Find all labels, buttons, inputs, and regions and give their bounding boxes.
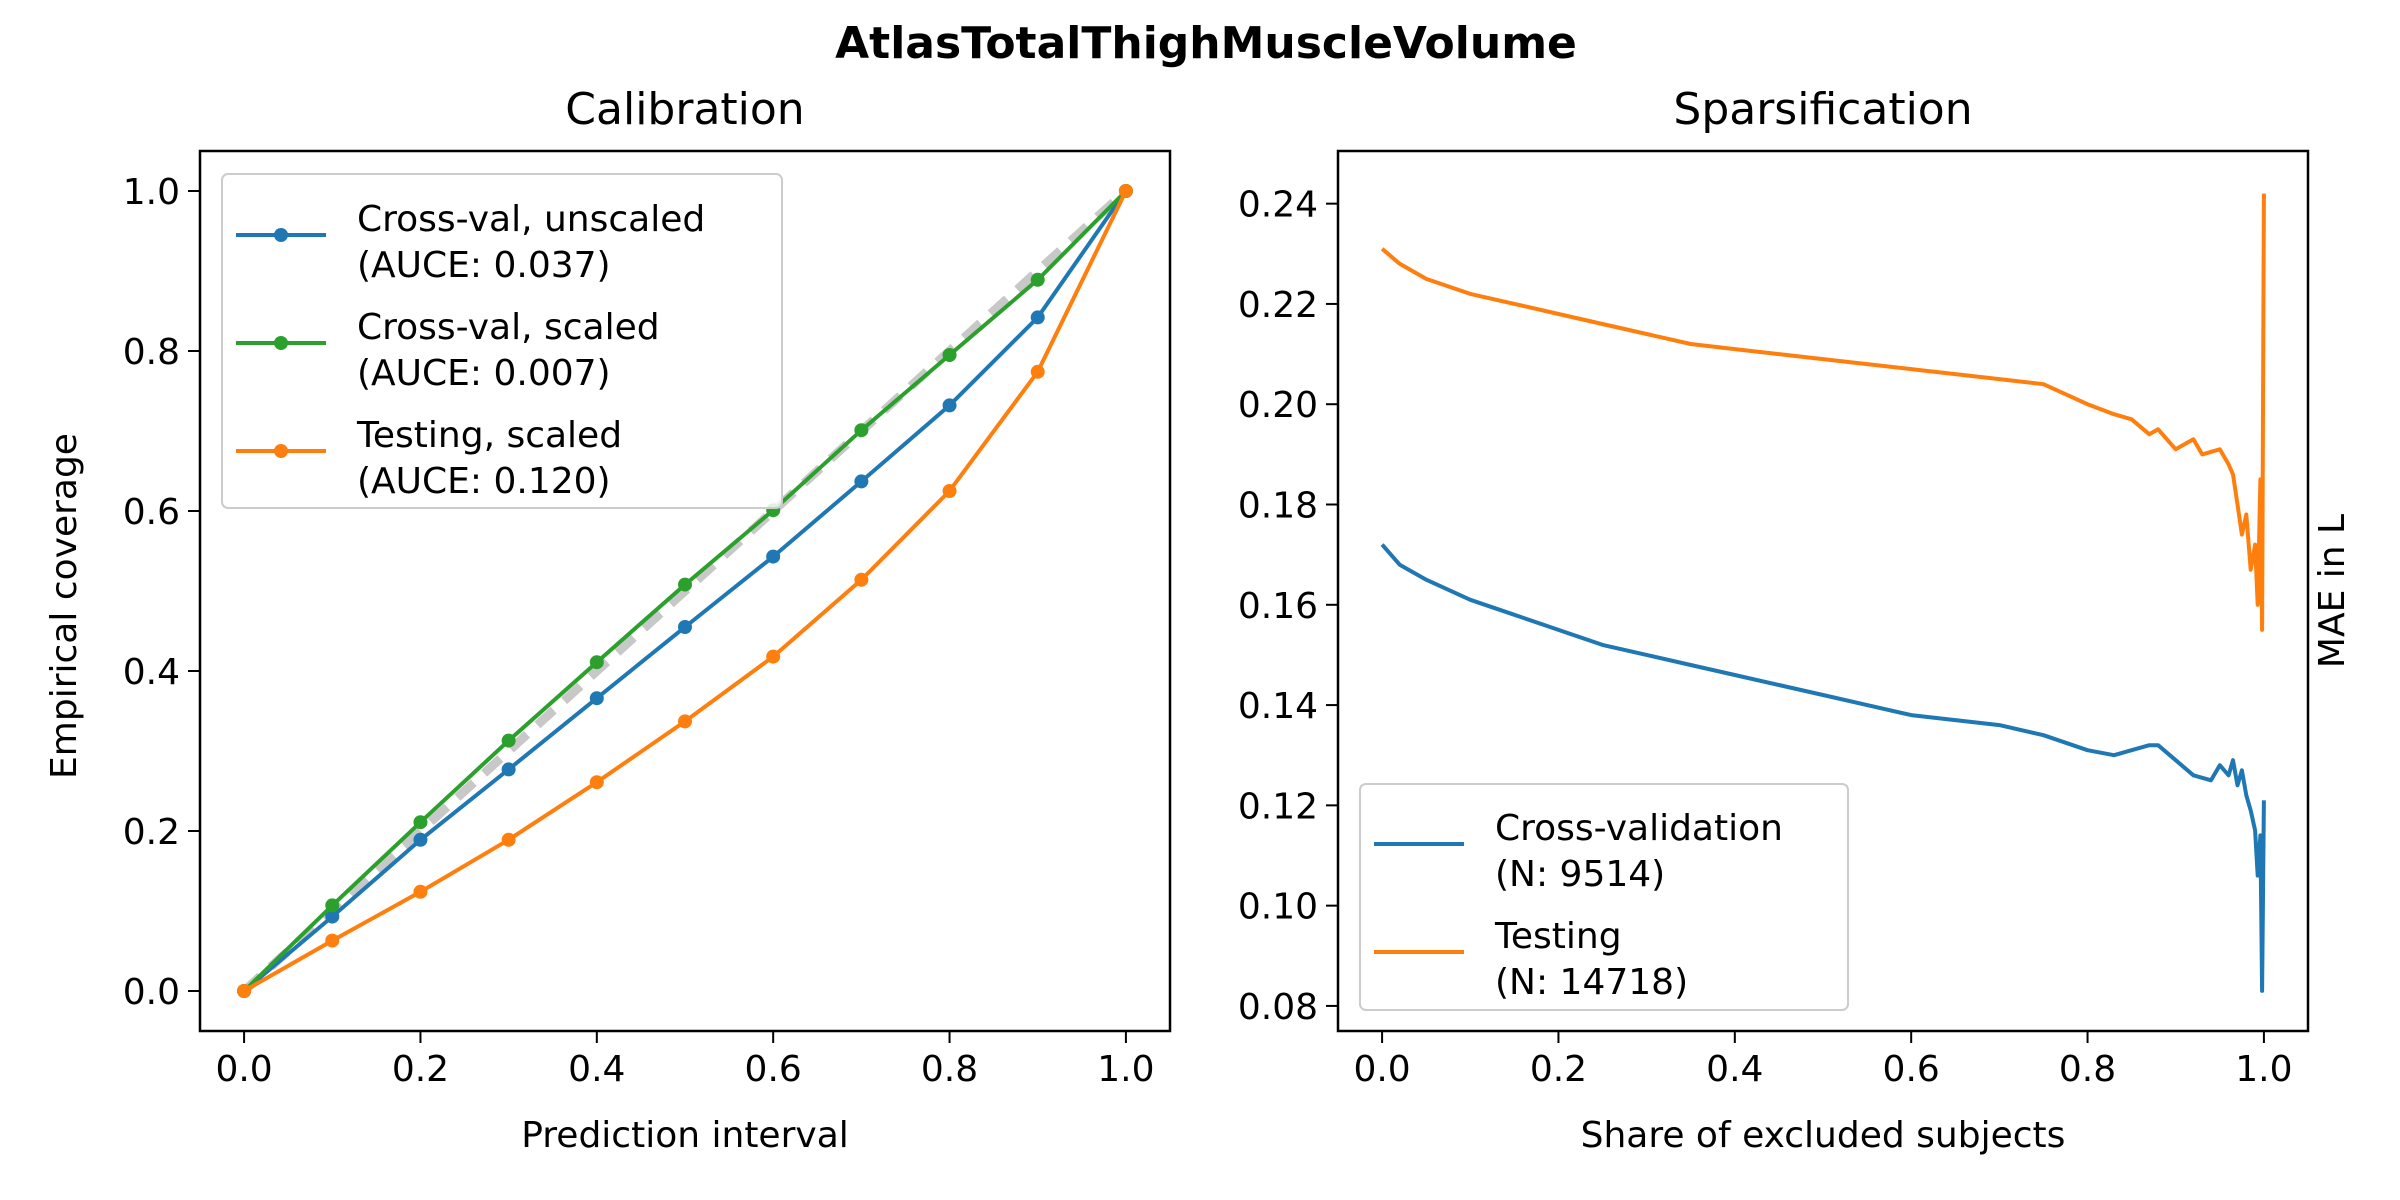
calibration-legend-label-2: Testing, scaled (356, 415, 622, 456)
sparsification-y-tick-label: 0.08 (1238, 987, 1318, 1028)
sparsification-y-ticks: 0.08 0.10 0.12 0.14 0.16 0.18 0.20 0.22 0.24 (1238, 185, 1338, 1028)
calibration-x-ticks: 0.0 0.2 0.4 0.6 0.8 1.0 (215, 1031, 1155, 1090)
calibration-series-point-1 (413, 815, 428, 830)
figure-suptitle: AtlasTotalThighMuscleVolume (835, 18, 1577, 69)
calibration-series-point-2 (766, 649, 781, 664)
calibration-panel: Calibration Prediction interval Empirica… (44, 84, 1172, 1156)
calibration-series-point-2 (589, 775, 604, 790)
sparsification-title: Sparsification (1673, 84, 1972, 135)
sparsification-ylabel: MAE in L (2312, 514, 2353, 668)
calibration-series-point-0 (766, 549, 781, 564)
calibration-legend-marker-1 (274, 336, 288, 350)
sparsification-panel: Sparsification Share of excluded subject… (1238, 84, 2353, 1156)
sparsification-y-tick-label: 0.22 (1238, 285, 1318, 326)
calibration-y-tick-label: 0.2 (123, 812, 180, 853)
sparsification-x-tick-label: 0.8 (2059, 1049, 2116, 1090)
sparsification-legend-n-0: (N: 9514) (1495, 854, 1665, 895)
calibration-series-point-2 (413, 884, 428, 899)
calibration-legend-auce-0: (AUCE: 0.037) (357, 245, 611, 286)
sparsification-y-tick-label: 0.16 (1238, 586, 1318, 627)
sparsification-axes-frame (1336, 149, 2310, 1033)
calibration-y-tick-label: 0.8 (123, 332, 180, 373)
calibration-axes-frame (198, 149, 1172, 1033)
calibration-x-tick-label: 0.8 (921, 1049, 978, 1090)
calibration-legend-label-0: Cross-val, unscaled (357, 199, 705, 240)
sparsification-x-tick-label: 0.4 (1706, 1049, 1763, 1090)
calibration-legend-box (221, 173, 783, 509)
calibration-series-point-1 (678, 577, 692, 592)
sparsification-x-tick-label: 0.0 (1353, 1049, 1410, 1090)
calibration-x-tick-label: 0.0 (215, 1049, 272, 1090)
calibration-series-point-0 (1030, 310, 1045, 325)
sparsification-legend-label-0: Cross-validation (1495, 808, 1783, 849)
sparsification-y-tick-label: 0.18 (1238, 486, 1318, 527)
sparsification-x-tick-label: 0.6 (1883, 1049, 1940, 1090)
calibration-series-point-0 (413, 832, 428, 847)
sparsification-x-tick-label: 1.0 (2235, 1049, 2292, 1090)
calibration-series-point-0 (589, 691, 604, 706)
calibration-series-point-0 (678, 620, 692, 634)
sparsification-y-tick-label: 0.20 (1238, 385, 1318, 426)
calibration-legend-label-1: Cross-val, scaled (357, 307, 660, 348)
calibration-legend-auce-1: (AUCE: 0.007) (357, 353, 611, 394)
calibration-legend: Cross-val, unscaled (AUCE: 0.037) Cross-va… (221, 173, 783, 509)
sparsification-series-line-0 (1380, 543, 2266, 993)
sparsification-y-tick-label: 0.14 (1238, 686, 1318, 727)
sparsification-x-tick-label: 0.2 (1530, 1049, 1587, 1090)
calibration-series-point-0 (942, 398, 957, 413)
sparsification-series-line-1 (1380, 193, 2266, 632)
calibration-series-point-1 (501, 733, 516, 748)
sparsification-y-tick-label: 0.10 (1238, 887, 1318, 928)
calibration-series-group (237, 184, 1133, 998)
calibration-ylabel: Empirical coverage (44, 433, 85, 779)
calibration-series-point-1 (942, 348, 957, 362)
sparsification-legend: Cross-validation (N: 9514) Testing (N: 1471… (1359, 783, 1849, 1011)
calibration-series-point-0 (325, 909, 340, 924)
calibration-y-ticks: 0.0 0.2 0.4 0.6 0.8 1.0 (123, 172, 200, 1013)
calibration-xlabel: Prediction interval (521, 1115, 849, 1156)
sparsification-series-group (1380, 193, 2266, 993)
calibration-series-point-0 (854, 474, 869, 489)
calibration-series-point-2 (942, 484, 957, 498)
sparsification-legend-n-1: (N: 14718) (1495, 962, 1688, 1003)
sparsification-xlabel: Share of excluded subjects (1581, 1115, 2066, 1156)
calibration-y-tick-label: 0.6 (123, 492, 180, 533)
sparsification-legend-label-1: Testing (1494, 916, 1622, 957)
sparsification-y-tick-label: 0.12 (1238, 786, 1318, 827)
calibration-series-point-2 (678, 714, 692, 729)
calibration-series-point-1 (854, 423, 869, 438)
calibration-series-point-2 (1030, 364, 1045, 379)
calibration-x-tick-label: 0.4 (568, 1049, 625, 1090)
calibration-series-point-2 (325, 933, 340, 948)
sparsification-y-tick-label: 0.24 (1238, 185, 1318, 226)
calibration-series-point-0 (501, 762, 516, 777)
calibration-series-point-2 (854, 572, 869, 587)
calibration-y-tick-label: 1.0 (123, 172, 180, 213)
sparsification-legend-box (1359, 783, 1849, 1011)
calibration-series-point-2 (237, 984, 252, 998)
calibration-series-point-2 (1118, 184, 1133, 198)
calibration-y-tick-label: 0.0 (123, 972, 180, 1013)
calibration-title: Calibration (565, 84, 804, 135)
calibration-legend-marker-0 (274, 228, 288, 242)
calibration-series-point-2 (501, 832, 516, 847)
sparsification-x-ticks: 0.0 0.2 0.4 0.6 0.8 1.0 (1353, 1031, 2293, 1090)
calibration-x-tick-label: 0.6 (745, 1049, 802, 1090)
calibration-y-tick-label: 0.4 (123, 652, 180, 693)
calibration-series-point-1 (1030, 272, 1045, 287)
calibration-x-tick-label: 1.0 (1097, 1049, 1154, 1090)
calibration-series-point-1 (589, 655, 604, 670)
calibration-x-tick-label: 0.2 (392, 1049, 449, 1090)
calibration-legend-marker-2 (274, 444, 288, 458)
calibration-legend-auce-2: (AUCE: 0.120) (357, 461, 611, 502)
calibration-series-point-1 (325, 898, 340, 913)
